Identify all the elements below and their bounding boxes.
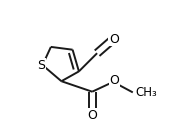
Text: CH₃: CH₃ [135, 86, 157, 99]
Text: O: O [109, 33, 119, 46]
Text: O: O [109, 74, 119, 87]
Text: O: O [87, 109, 97, 122]
Text: S: S [37, 59, 45, 72]
